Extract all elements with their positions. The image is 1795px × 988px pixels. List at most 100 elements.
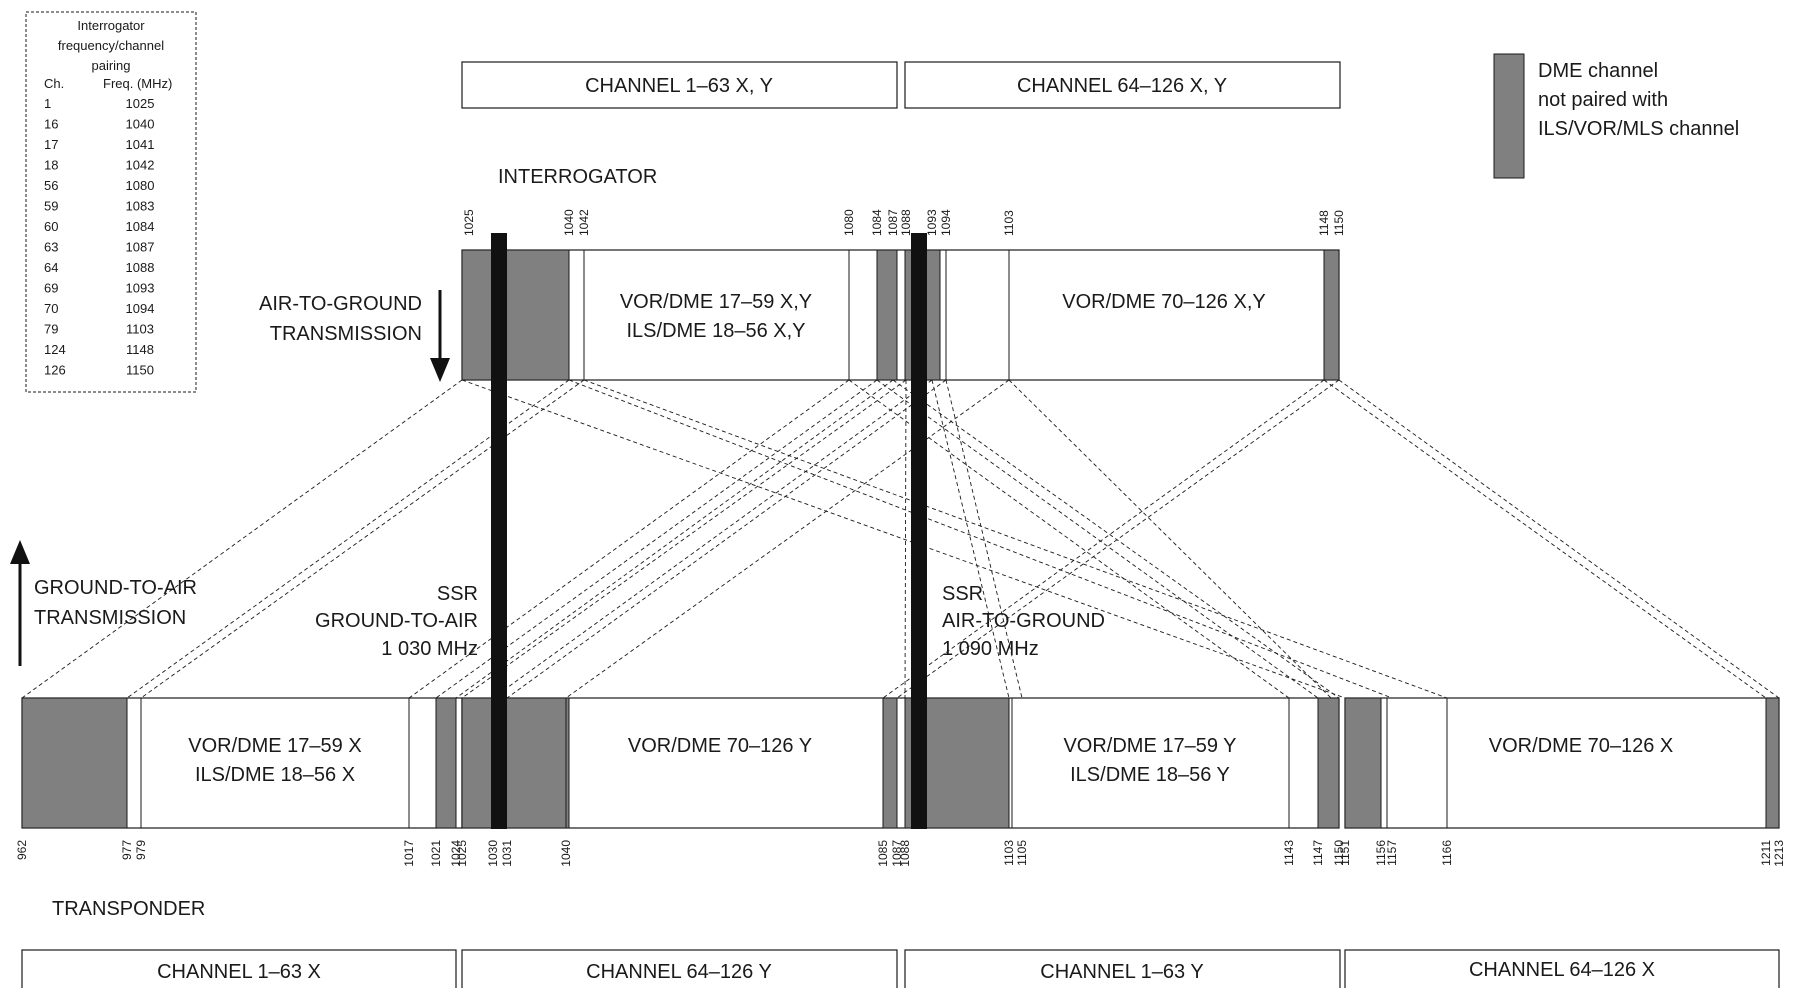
frequency-connection-line xyxy=(506,379,947,699)
transponder-unpaired-block-4 xyxy=(882,697,898,829)
frequency-connection-line xyxy=(461,379,1346,699)
pairing-table-cell-ch: 126 xyxy=(44,363,66,378)
transponder-label-ils-18-56-x: ILS/DME 18–56 X xyxy=(195,764,355,786)
pairing-table-cell-ch: 63 xyxy=(44,240,58,255)
transponder-label-vor-70-126-y: VOR/DME 70–126 Y xyxy=(628,735,812,757)
interrogator-unpaired-block-2 xyxy=(876,249,898,381)
transponder-tick-label: 1024 xyxy=(449,840,463,867)
ssr-left-line-2: GROUND-TO-AIR xyxy=(315,610,478,632)
bottom-channel-box-1-label: CHANNEL 1–63 X xyxy=(157,961,321,983)
transponder-label-ils-18-56-y: ILS/DME 18–56 Y xyxy=(1070,764,1230,786)
interrogator-label-ils-18-56: ILS/DME 18–56 X,Y xyxy=(627,320,806,342)
pairing-table-cell-ch: 1 xyxy=(44,96,51,111)
transponder-tick-label: 1151 xyxy=(1338,840,1352,866)
transponder-band-right-frame xyxy=(1344,697,1780,829)
transponder-label-vor-17-59-x: VOR/DME 17–59 X xyxy=(188,735,361,757)
transponder-tick-label: 1143 xyxy=(1282,840,1296,866)
ssr-right-line-2: AIR-TO-GROUND xyxy=(942,610,1105,632)
ground-to-air-label-line-1: GROUND-TO-AIR xyxy=(34,577,197,599)
top-channel-box-1 xyxy=(461,61,898,109)
legend-line-2: not paired with xyxy=(1538,89,1668,111)
transponder-tick-label: 1103 xyxy=(1002,840,1016,866)
bottom-channel-box-2 xyxy=(461,949,898,988)
interrogator-tick-label: 1080 xyxy=(842,209,856,236)
top-channel-box-2-label: CHANNEL 64–126 X, Y xyxy=(1017,75,1227,97)
ssr-left-line-3: 1 030 MHz xyxy=(381,638,478,660)
pairing-table-cell-freq: 1094 xyxy=(126,301,155,316)
bottom-channel-box-4 xyxy=(1344,949,1780,988)
transponder-tick-label: 1105 xyxy=(1015,840,1029,866)
frequency-connection-line xyxy=(1338,379,1780,699)
interrogator-tick-label: 1087 xyxy=(886,209,900,236)
up-arrow-icon xyxy=(10,540,30,564)
transponder-tick-label: 977 xyxy=(120,840,134,860)
frequency-connection-line xyxy=(455,379,894,699)
pairing-table-cell-freq: 1093 xyxy=(126,281,155,296)
transponder-label: TRANSPONDER xyxy=(52,898,205,920)
ssr-right-line-3: 1 090 MHz xyxy=(942,638,1039,660)
pairing-table-header-ch: Ch. xyxy=(44,76,64,91)
frequency-connection-line xyxy=(140,379,585,699)
pairing-table-cell-ch: 124 xyxy=(44,342,66,357)
pairing-table-cell-ch: 64 xyxy=(44,260,58,275)
pairing-table-cell-freq: 1025 xyxy=(126,96,155,111)
ssr-right-line-1: SSR xyxy=(942,583,983,605)
frequency-connection-line xyxy=(1008,379,1332,699)
ssr-left-label: SSR GROUND-TO-AIR 1 030 MHz xyxy=(315,583,478,660)
transponder-unpaired-block-2 xyxy=(435,697,457,829)
interrogator-band-frame xyxy=(461,249,1340,381)
pairing-table: Interrogator frequency/channel pairing C… xyxy=(25,11,197,393)
frequency-connection-line xyxy=(931,379,1010,699)
interrogator-tick-label: 1025 xyxy=(462,209,476,236)
transponder-unpaired-block-8 xyxy=(1765,697,1780,829)
interrogator-tick-label: 1093 xyxy=(925,209,939,236)
transponder-band-middle-frame xyxy=(461,697,1340,829)
transponder-tick-label: 962 xyxy=(15,840,29,860)
air-to-ground-label-line-2: TRANSMISSION xyxy=(270,323,422,345)
interrogator-tick-label: 1094 xyxy=(939,209,953,236)
pairing-table-title-line-1: Interrogator xyxy=(77,18,145,33)
transponder-tick-label: 979 xyxy=(134,840,148,860)
transponder-label-vor-17-59-y: VOR/DME 17–59 Y xyxy=(1063,735,1236,757)
transponder-tick-label: 1040 xyxy=(559,840,573,867)
pairing-table-cell-ch: 56 xyxy=(44,178,58,193)
transponder-tick-label: 1150 xyxy=(1332,840,1346,866)
frequency-connection-line xyxy=(904,379,907,699)
transponder-tick-label: 1087 xyxy=(890,840,904,867)
pairing-table-cell-freq: 1103 xyxy=(126,322,154,337)
pairing-table-cell-ch: 70 xyxy=(44,301,58,316)
interrogator-unpaired-block-4 xyxy=(1323,249,1340,381)
pairing-table-cell-ch: 16 xyxy=(44,117,58,132)
bottom-channel-box-3 xyxy=(904,949,1341,988)
frequency-connection-line xyxy=(892,379,1340,699)
pairing-table-cell-freq: 1084 xyxy=(126,219,155,234)
transponder-unpaired-block-7 xyxy=(1344,697,1382,829)
interrogator-band: VOR/DME 17–59 X,Y ILS/DME 18–56 X,Y VOR/… xyxy=(461,209,1346,381)
pairing-table-cell-freq: 1041 xyxy=(126,137,155,152)
down-arrow-icon xyxy=(430,358,450,382)
transponder-tick-label: 1166 xyxy=(1440,840,1454,866)
transponder-label-vor-70-126-x: VOR/DME 70–126 X xyxy=(1489,735,1674,757)
ssr-1030-bar xyxy=(491,233,507,829)
frequency-connection-lines xyxy=(21,379,1780,699)
transponder-tick-label: 1147 xyxy=(1311,840,1325,866)
bottom-channel-box-4-label: CHANNEL 64–126 X xyxy=(1469,959,1655,981)
frequency-connection-line xyxy=(583,379,1448,699)
pairing-table-header-freq: Freq. (MHz) xyxy=(103,76,172,91)
air-to-ground-indicator: AIR-TO-GROUND TRANSMISSION xyxy=(259,290,450,382)
bottom-channel-boxes: CHANNEL 1–63 X CHANNEL 64–126 Y CHANNEL … xyxy=(21,949,1780,988)
pairing-table-cell-freq: 1088 xyxy=(126,260,155,275)
frequency-connection-line xyxy=(945,379,1023,699)
pairing-table-rows: 1 1025 16 1040 17 1041 18 1042 56 1080 59 1083 60 108… xyxy=(44,96,154,378)
pairing-table-title-line-3: pairing xyxy=(91,58,130,73)
pairing-table-cell-freq: 1040 xyxy=(126,117,155,132)
interrogator-tick-label: 1088 xyxy=(899,209,913,236)
legend: DME channel not paired with ILS/VOR/MLS … xyxy=(1493,53,1739,179)
air-to-ground-label-line-1: AIR-TO-GROUND xyxy=(259,293,422,315)
bottom-channel-box-3-label: CHANNEL 1–63 Y xyxy=(1040,961,1203,983)
transponder-tick-label: 1085 xyxy=(876,840,890,867)
interrogator-unpaired-block-1 xyxy=(461,249,570,381)
ground-to-air-indicator: GROUND-TO-AIR TRANSMISSION xyxy=(10,540,197,666)
